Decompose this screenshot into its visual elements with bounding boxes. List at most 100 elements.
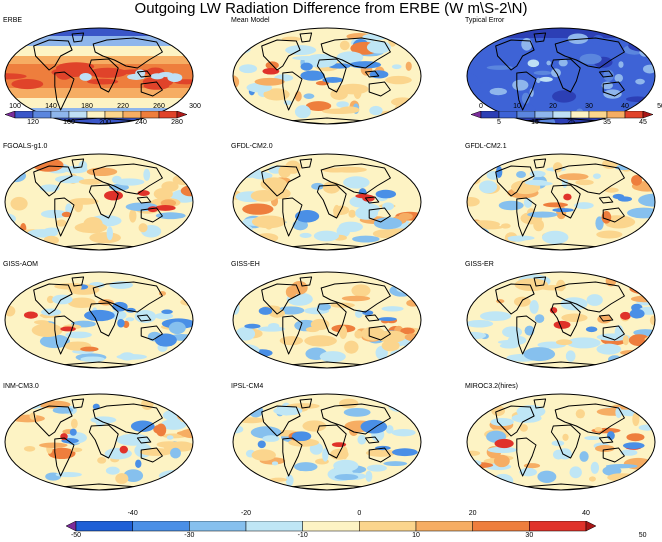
warm-patch bbox=[11, 79, 44, 90]
anomaly-patch bbox=[130, 420, 155, 432]
coastline bbox=[368, 207, 391, 223]
coastline bbox=[364, 314, 380, 322]
anomaly-patch bbox=[352, 235, 380, 243]
colorbar-top-tick: 10 bbox=[513, 103, 521, 110]
anomaly-patch bbox=[586, 294, 603, 306]
error-patch bbox=[635, 78, 645, 85]
latitude-band bbox=[5, 36, 193, 46]
error-patch bbox=[527, 59, 540, 68]
error-patch bbox=[603, 69, 614, 82]
coastline bbox=[320, 403, 391, 435]
polar-band bbox=[467, 114, 655, 124]
coastline bbox=[71, 32, 85, 43]
anomaly-patch bbox=[5, 229, 15, 237]
coastline bbox=[495, 283, 535, 315]
anomaly-patch bbox=[69, 198, 99, 205]
coastline bbox=[550, 184, 581, 219]
anomaly-patch bbox=[519, 424, 528, 432]
colorbar-segment bbox=[570, 111, 590, 119]
coastline bbox=[533, 32, 547, 43]
anomaly-patch bbox=[129, 208, 137, 223]
anomaly-patch bbox=[355, 206, 379, 220]
anomaly-patch bbox=[267, 323, 280, 330]
coastline bbox=[320, 37, 391, 69]
anomaly-patch bbox=[5, 157, 24, 171]
coastline bbox=[54, 437, 75, 477]
error-patch bbox=[539, 76, 553, 82]
anomaly-patch bbox=[292, 219, 308, 231]
colorbar-top-tick: 50 bbox=[657, 103, 662, 110]
anomaly-patch bbox=[632, 412, 640, 427]
error-patch bbox=[480, 31, 489, 38]
anomaly-patch bbox=[109, 310, 127, 320]
map-border bbox=[4, 153, 194, 251]
colorbar-bottom-tick: 45 bbox=[639, 119, 647, 126]
anomaly-patch bbox=[551, 440, 565, 447]
error-patch bbox=[546, 60, 551, 66]
anomaly-patch bbox=[239, 278, 267, 284]
anomaly-patch bbox=[78, 178, 103, 185]
colorbar-top-tick: -20 bbox=[240, 510, 252, 517]
colorbar-strip bbox=[66, 521, 596, 532]
anomaly-patch bbox=[467, 227, 490, 239]
panel-label: GFDL-CM2.1 bbox=[465, 143, 507, 150]
anomaly-patch bbox=[390, 348, 421, 359]
coastline bbox=[533, 276, 547, 287]
colorbar-segment bbox=[245, 521, 303, 532]
anomaly-patch bbox=[254, 77, 285, 86]
robinson-map bbox=[4, 393, 194, 491]
anomaly-patch bbox=[575, 179, 594, 186]
coastline bbox=[282, 437, 303, 477]
difference-colorbar: -50 -40 -30 -20 -10 0 10 20 30 40 50 bbox=[66, 510, 647, 542]
anomaly-patch bbox=[56, 219, 67, 227]
anomaly-patch bbox=[594, 427, 603, 432]
anomaly-patch bbox=[233, 468, 244, 476]
anomaly-patch bbox=[269, 477, 288, 482]
anomaly-patch bbox=[400, 327, 415, 335]
error-patch bbox=[614, 73, 623, 83]
latitude-band bbox=[5, 98, 193, 108]
anomaly-patch bbox=[158, 470, 191, 482]
coastline bbox=[33, 283, 73, 315]
coastline bbox=[54, 197, 75, 237]
anomaly-patch bbox=[271, 461, 279, 466]
panel-label: Typical Error bbox=[465, 17, 505, 24]
strong-anomaly-patch bbox=[154, 205, 176, 211]
anomaly-patch bbox=[382, 202, 394, 211]
anomaly-patch bbox=[89, 232, 121, 244]
anomaly-patch bbox=[552, 162, 563, 173]
anomaly-patch bbox=[490, 417, 514, 427]
anomaly-patch bbox=[155, 212, 186, 220]
cold-cloud-patch bbox=[79, 72, 92, 81]
error-patch bbox=[558, 58, 568, 67]
error-patch bbox=[641, 28, 653, 37]
coastline bbox=[136, 436, 152, 444]
anomaly-patch bbox=[566, 337, 601, 349]
error-patch bbox=[489, 87, 507, 96]
anomaly-patch bbox=[537, 470, 557, 483]
colorbar-strip bbox=[471, 111, 653, 119]
anomaly-patch bbox=[180, 428, 193, 439]
anomaly-patch bbox=[648, 157, 655, 168]
colorbar-segment bbox=[359, 521, 417, 532]
anomaly-patch bbox=[336, 101, 349, 108]
anomaly-patch bbox=[479, 311, 512, 322]
colorbar-top-tick: 100 bbox=[9, 103, 21, 110]
anomaly-patch bbox=[139, 448, 173, 456]
strong-anomaly-patch bbox=[563, 193, 572, 201]
anomaly-patch bbox=[596, 343, 622, 355]
map-panel: GISS-AOM bbox=[3, 261, 203, 389]
anomaly-patch bbox=[135, 459, 142, 468]
anomaly-patch bbox=[5, 352, 30, 358]
strong-anomaly-patch bbox=[629, 308, 645, 319]
strong-anomaly-patch bbox=[104, 190, 123, 201]
anomaly-patch bbox=[561, 313, 588, 322]
anomaly-patch bbox=[467, 474, 497, 487]
colorbar-min-arrow bbox=[5, 111, 16, 119]
coastline bbox=[140, 207, 163, 223]
anomaly-patch bbox=[341, 446, 348, 460]
anomaly-patch bbox=[555, 339, 573, 346]
anomaly-patch bbox=[125, 317, 135, 322]
coastline bbox=[364, 70, 380, 78]
anomaly-patch bbox=[138, 223, 148, 233]
